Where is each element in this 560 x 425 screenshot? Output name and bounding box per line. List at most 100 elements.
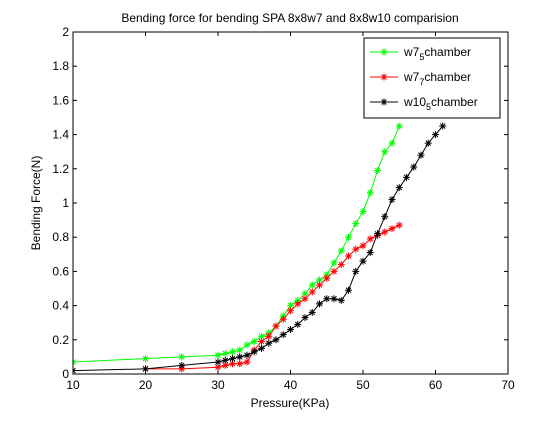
data-point	[301, 295, 309, 303]
data-point	[316, 281, 323, 289]
data-point	[178, 361, 186, 369]
data-point	[380, 48, 388, 56]
data-point	[374, 230, 381, 238]
data-point	[330, 259, 338, 267]
y-tick-label: 1.8	[52, 59, 69, 73]
data-point	[366, 189, 374, 197]
ticks-layer: 10 20 30 40 50 60 70 0 0.2 0.4 0.6 0.8 1 1.2 1.4 1.6 1.8…	[52, 25, 515, 392]
x-tick-label: 20	[139, 378, 153, 392]
data-point	[359, 257, 367, 265]
data-point	[308, 308, 316, 316]
y-tick-label: 1.4	[52, 128, 69, 142]
data-point	[395, 122, 403, 130]
data-point	[258, 344, 265, 352]
data-point	[287, 302, 294, 310]
series-line	[145, 224, 400, 370]
data-point	[73, 358, 77, 366]
data-point	[388, 196, 396, 204]
data-point	[381, 148, 389, 156]
y-tick-label: 0	[62, 367, 69, 381]
data-point	[308, 288, 316, 296]
y-tick-label: 0.8	[52, 230, 69, 244]
data-point	[439, 122, 447, 130]
legend-box	[363, 37, 501, 119]
data-point	[345, 252, 352, 260]
y-tick-label: 2	[62, 25, 69, 39]
data-point	[323, 295, 331, 303]
y-tick-label: 0.6	[52, 264, 69, 278]
data-point	[403, 173, 410, 181]
data-point	[214, 351, 222, 359]
data-point	[287, 307, 294, 315]
series-layer	[73, 122, 447, 374]
data-point	[352, 267, 360, 275]
x-axis-label: Pressure(KPa)	[251, 396, 330, 410]
legend-label: w105chamber	[403, 95, 478, 112]
data-point	[380, 73, 388, 81]
data-point	[345, 233, 352, 241]
chart-title: Bending force for bending SPA 8x8w7 and …	[121, 11, 458, 25]
data-point	[294, 320, 302, 328]
data-point	[250, 348, 258, 356]
data-point	[366, 249, 374, 257]
data-point	[236, 346, 244, 354]
y-tick-label: 1.2	[52, 162, 69, 176]
series-w105chamber	[73, 122, 447, 374]
y-tick-label: 1.6	[52, 93, 69, 107]
data-point	[316, 300, 323, 308]
data-point	[221, 356, 229, 364]
data-point	[359, 208, 367, 216]
data-point	[258, 338, 265, 346]
data-point	[352, 245, 360, 253]
y-tick-label: 0.2	[52, 333, 69, 347]
data-point	[410, 163, 418, 171]
data-point	[73, 367, 77, 374]
data-point	[374, 167, 381, 175]
data-point	[236, 360, 244, 368]
data-point	[395, 221, 403, 229]
data-point	[214, 363, 222, 371]
data-point	[417, 151, 425, 159]
data-point	[229, 360, 236, 368]
legend-label: w77chamber	[403, 70, 471, 87]
legend-entry: w75chamber	[370, 45, 471, 62]
data-point	[229, 355, 236, 363]
data-point	[272, 336, 280, 344]
data-point	[301, 314, 309, 322]
x-tick-label: 60	[429, 378, 443, 392]
data-point	[250, 338, 258, 346]
data-point	[214, 358, 222, 366]
data-point	[221, 349, 229, 357]
x-tick-label: 10	[66, 378, 80, 392]
data-point	[243, 341, 251, 349]
data-point	[366, 235, 374, 243]
y-axis-label: Bending Force(N)	[29, 156, 43, 251]
data-point	[345, 286, 352, 294]
data-point	[272, 322, 280, 330]
data-point	[142, 365, 149, 373]
y-tick-label: 1	[62, 196, 69, 210]
data-point	[243, 358, 251, 366]
data-point	[359, 242, 367, 250]
x-tick-label: 30	[211, 378, 225, 392]
data-point	[265, 339, 273, 347]
legend: w75chamber w77chamber w105chamber	[363, 37, 501, 119]
data-point	[301, 290, 309, 298]
data-point	[380, 98, 388, 106]
data-point	[337, 296, 345, 304]
data-point	[381, 228, 389, 236]
data-point	[337, 247, 345, 255]
data-point	[388, 225, 396, 233]
legend-entry: w77chamber	[370, 70, 471, 87]
data-point	[352, 220, 360, 228]
data-point	[279, 331, 287, 339]
data-point	[337, 261, 345, 269]
data-point	[279, 315, 287, 323]
data-point	[308, 281, 316, 289]
data-point	[330, 267, 338, 275]
data-point	[236, 353, 244, 361]
legend-entries: w75chamber w77chamber w105chamber	[370, 45, 478, 112]
data-point	[178, 353, 186, 361]
